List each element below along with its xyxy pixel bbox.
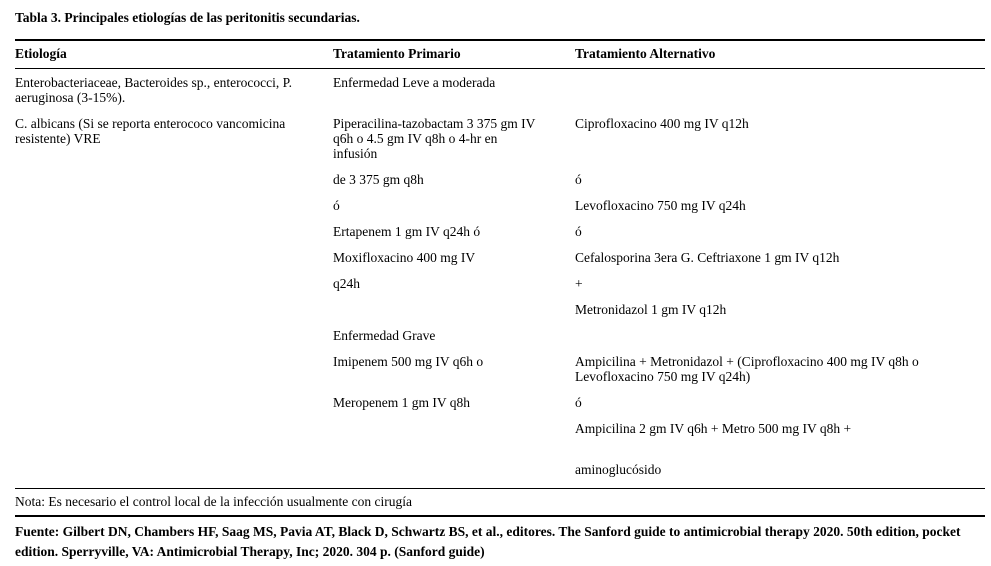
column-header: Tratamiento Alternativo [575, 39, 985, 69]
table-cell [333, 447, 575, 462]
table-cell: de 3 375 gm q8h [333, 172, 424, 187]
table-cell: C. albicans (Si se reporta enterococo va… [15, 116, 286, 146]
table-cell: Metronidazol 1 gm IV q12h [575, 302, 727, 317]
table-cell [333, 421, 575, 447]
table-row: de 3 375 gm q8h ó [15, 172, 985, 198]
table-cell: Enterobacteriaceae, Bacteroides sp., ent… [15, 75, 292, 105]
header-row: Etiología Tratamiento Primario Tratamiento… [15, 39, 985, 69]
table-cell [15, 395, 333, 421]
table-cell: Ciprofloxacino 400 mg IV q12h [575, 116, 749, 131]
table-row: Enfermedad Grave [15, 328, 985, 354]
table-cell [15, 250, 333, 276]
column-header: Etiología [15, 39, 333, 69]
table-row: Ampicilina 2 gm IV q6h + Metro 500 mg IV… [15, 421, 985, 447]
table-cell [15, 354, 333, 395]
table-row: Moxifloxacino 400 mg IV Cefalosporina 3er… [15, 250, 985, 276]
table-cell: Piperacilina-tazobactam 3 375 gm IV q6h … [333, 116, 536, 161]
table-cell: q24h [333, 276, 360, 291]
table-cell [15, 276, 333, 302]
table-row: Ertapenem 1 gm IV q24h ó ó [15, 224, 985, 250]
table-cell [15, 198, 333, 224]
source-citation: Fuente: Gilbert DN, Chambers HF, Saag MS… [15, 524, 961, 559]
table-row: q24h + [15, 276, 985, 302]
table-cell [575, 69, 985, 117]
table-title: Tabla 3. Principales etiologías de las p… [15, 10, 360, 25]
table-row: C. albicans (Si se reporta enterococo va… [15, 116, 985, 172]
table-cell: Imipenem 500 mg IV q6h o [333, 354, 484, 369]
table-row: Imipenem 500 mg IV q6h o Ampicilina + Met… [15, 354, 985, 395]
table-cell: Cefalosporina 3era G. Ceftriaxone 1 gm I… [575, 250, 840, 265]
table-footer: Nota: Es necesario el control local de l… [15, 488, 985, 517]
table-cell: Meropenem 1 gm IV q8h [333, 395, 470, 410]
table-cell: Moxifloxacino 400 mg IV [333, 250, 476, 265]
table-cell [15, 172, 333, 198]
column-header: Tratamiento Primario [333, 39, 575, 69]
table-cell [15, 302, 333, 328]
table-cell [15, 447, 333, 462]
table-cell: Ampicilina + Metronidazol + (Ciprofloxac… [575, 354, 919, 384]
table-row: aminoglucósido [15, 462, 985, 489]
etiologias-table: Etiología Tratamiento Primario Tratamiento… [15, 39, 985, 517]
table-cell: ó [575, 172, 582, 187]
table-cell: Levofloxacino 750 mg IV q24h [575, 198, 746, 213]
table-cell [15, 328, 333, 354]
table-cell [15, 224, 333, 250]
table-cell [15, 462, 333, 489]
table-cell: aminoglucósido [575, 462, 662, 477]
table-row: ó Levofloxacino 750 mg IV q24h [15, 198, 985, 224]
table-cell: + [575, 276, 583, 291]
table-note: Nota: Es necesario el control local de l… [15, 488, 985, 517]
table-cell: ó [575, 395, 582, 410]
table-cell [575, 328, 985, 354]
table-cell: Ampicilina 2 gm IV q6h + Metro 500 mg IV… [575, 421, 852, 436]
table-cell: ó [333, 198, 340, 213]
table-row: Enterobacteriaceae, Bacteroides sp., ent… [15, 69, 985, 117]
table-cell: ó [575, 224, 582, 239]
table-body: Enterobacteriaceae, Bacteroides sp., ent… [15, 69, 985, 489]
note-row: Nota: Es necesario el control local de l… [15, 488, 985, 517]
table-cell [333, 462, 575, 489]
table-cell [15, 421, 333, 447]
table-row [15, 447, 985, 462]
table-cell: Enfermedad Grave [333, 328, 436, 343]
table-cell: Enfermedad Leve a moderada [333, 75, 496, 90]
table-header: Etiología Tratamiento Primario Tratamiento… [15, 39, 985, 69]
table-row: Metronidazol 1 gm IV q12h [15, 302, 985, 328]
table-cell [575, 447, 985, 462]
table-cell [333, 302, 575, 328]
table-row: Meropenem 1 gm IV q8h ó [15, 395, 985, 421]
table-cell: Ertapenem 1 gm IV q24h ó [333, 224, 481, 239]
